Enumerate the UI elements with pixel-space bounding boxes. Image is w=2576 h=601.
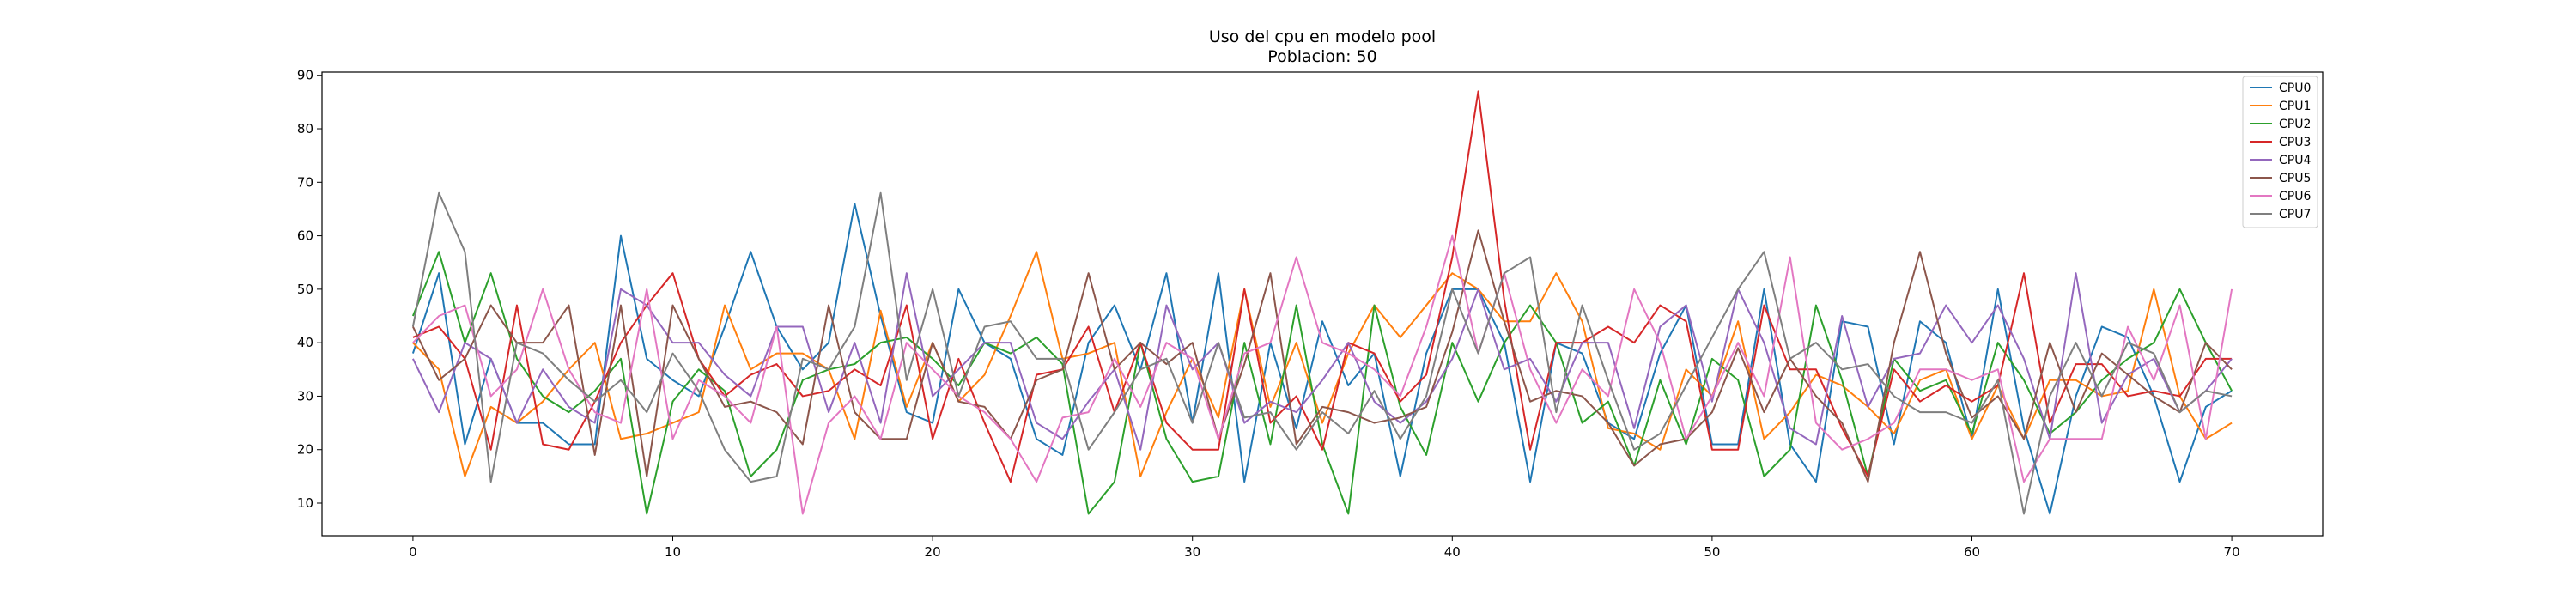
legend-box — [2242, 76, 2318, 228]
chart-subtitle: Poblacion: 50 — [1267, 47, 1376, 66]
chart-title: Uso del cpu en modelo pool — [1209, 27, 1436, 46]
y-tick-label: 40 — [297, 335, 313, 350]
legend-label-cpu1: CPU1 — [2279, 100, 2311, 113]
y-tick-label: 60 — [297, 228, 313, 244]
x-tick-label: 70 — [2224, 544, 2240, 560]
y-tick-label: 50 — [297, 282, 313, 297]
x-tick-label: 20 — [925, 544, 941, 560]
x-tick-label: 40 — [1444, 544, 1461, 560]
x-tick-label: 0 — [409, 544, 417, 560]
y-tick-label: 20 — [297, 442, 313, 458]
y-tick-label: 30 — [297, 388, 313, 404]
y-tick-label: 10 — [297, 495, 313, 511]
x-tick-label: 60 — [1964, 544, 1980, 560]
legend-label-cpu0: CPU0 — [2279, 82, 2311, 95]
legend-label-cpu4: CPU4 — [2279, 154, 2311, 167]
legend-label-cpu7: CPU7 — [2279, 208, 2311, 222]
series-line-cpu4 — [412, 272, 2233, 451]
x-tick-label: 10 — [665, 544, 681, 560]
legend-label-cpu2: CPU2 — [2279, 118, 2311, 131]
legend: CPU0 CPU1 CPU2 CPU3 CPU4 CPU5 CPU6 CPU7 — [2242, 76, 2318, 228]
x-tick-label: 30 — [1184, 544, 1200, 560]
series-line-cpu0 — [411, 203, 2233, 515]
legend-label-cpu6: CPU6 — [2279, 190, 2311, 203]
legend-label-cpu3: CPU3 — [2279, 136, 2311, 149]
plot-frame — [321, 71, 2324, 537]
y-tick-label: 80 — [297, 121, 313, 137]
series-line-cpu6 — [412, 234, 2233, 515]
y-tick-label: 90 — [297, 68, 313, 83]
series-line-cpu7 — [411, 191, 2233, 515]
series-line-cpu3 — [412, 90, 2233, 483]
series-layer — [411, 90, 2233, 515]
axes-layer: 0 10 20 30 40 50 60 70 10 20 30 40 50 60 70 80 90 — [297, 68, 2240, 560]
x-tick-label: 50 — [1704, 544, 1720, 560]
legend-label-cpu5: CPU5 — [2279, 172, 2311, 185]
series-line-cpu1 — [412, 251, 2233, 477]
y-tick-label: 70 — [297, 174, 313, 190]
